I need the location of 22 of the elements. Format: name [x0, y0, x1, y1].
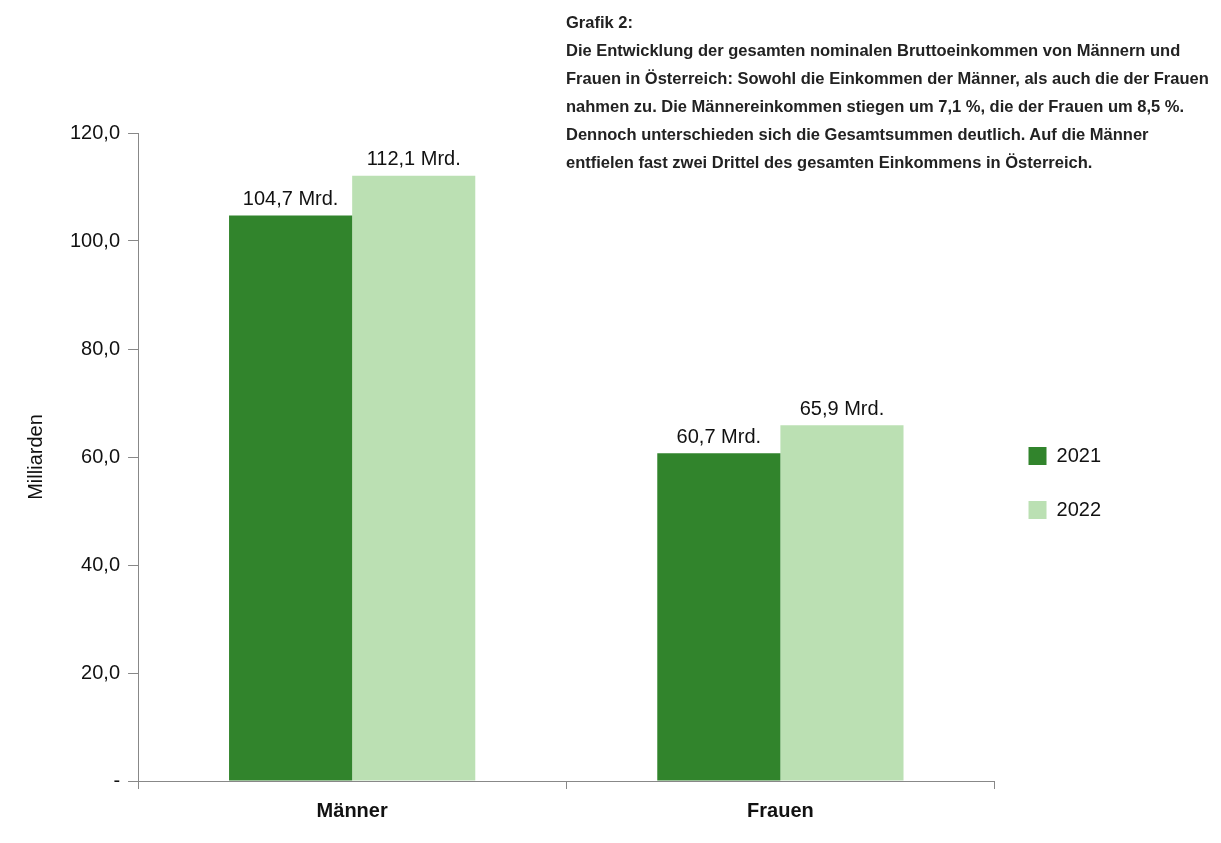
- y-tick-label: 40,0: [81, 552, 121, 575]
- y-tick-label: 60,0: [81, 444, 121, 467]
- bar: [229, 215, 353, 781]
- y-tick-label: 80,0: [81, 336, 121, 359]
- x-tick-label: Männer: [316, 798, 388, 821]
- data-label: 112,1 Mrd.: [366, 147, 461, 170]
- bar: [657, 453, 781, 781]
- y-tick-label: -: [113, 768, 121, 791]
- data-label: 65,9 Mrd.: [799, 396, 885, 419]
- legend-label: 2022: [1056, 497, 1102, 520]
- bar: [352, 175, 476, 781]
- y-tick-label: 100,0: [69, 228, 121, 251]
- data-label: 104,7 Mrd.: [242, 187, 339, 210]
- y-tick-label: 20,0: [81, 660, 121, 683]
- chart-title: Grafik 2:: [566, 12, 634, 33]
- y-tick-label: 120,0: [69, 120, 121, 143]
- bar: [780, 425, 904, 781]
- data-label: 60,7 Mrd.: [676, 424, 762, 447]
- y-axis-title: Milliarden: [23, 414, 46, 500]
- x-tick-label: Frauen: [747, 798, 814, 821]
- legend-label: 2021: [1056, 443, 1102, 466]
- chart-subtitle: Die Entwicklung der gesamten nominalen Bruttoeinkommen von Männern und Frauen in Österreich: Sowohl die Einkommen der Männer, als auch die der Frauen nahmen zu. Die Männereinkommen stiegen um 7,1 %, die der Frauen um 8,5 %. Dennoch unterschieden sich die Gesamtsummen deutlich. Auf die Männer entfielen fast zwei Drittel des gesamten Einkommens in Österreich.: [566, 40, 1210, 173]
